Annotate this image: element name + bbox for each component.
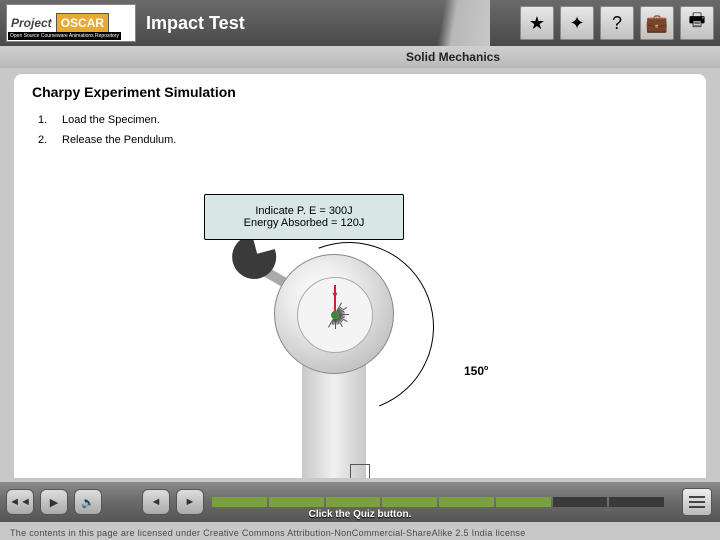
- charpy-diagram: ▼ Indicate P. E = 300J Energy Absorbed =…: [194, 164, 554, 474]
- progress-seg[interactable]: [609, 497, 664, 507]
- favorite-icon: ★: [529, 13, 545, 34]
- header-bar: Project OSCAR Open Source Courseware Ani…: [0, 0, 720, 46]
- progress-seg[interactable]: [326, 497, 381, 507]
- progress-seg[interactable]: [553, 497, 608, 507]
- header-decor: [410, 0, 490, 46]
- help-sparkle-icon: ✦: [569, 13, 584, 34]
- logo-oscar-text: OSCAR: [56, 13, 109, 33]
- menu-button[interactable]: [682, 488, 712, 516]
- angle-value: 150: [464, 364, 484, 378]
- dial-center: [331, 311, 339, 319]
- license-text: The contents in this page are licensed u…: [10, 528, 526, 538]
- logo-project-text: Project: [9, 16, 52, 30]
- sparkle-button[interactable]: ✦: [560, 6, 594, 40]
- content-panel: Charpy Experiment Simulation 1. Load the…: [14, 74, 706, 478]
- prev-button[interactable]: ◄: [142, 489, 170, 515]
- progress-seg[interactable]: [269, 497, 324, 507]
- page-title: Impact Test: [146, 13, 245, 34]
- step-num: 2.: [38, 134, 62, 146]
- step-1: 1. Load the Specimen.: [38, 114, 688, 126]
- specimen-anvil: [350, 464, 370, 478]
- next-button[interactable]: ►: [176, 489, 204, 515]
- print-button[interactable]: 🖶: [680, 6, 714, 40]
- progress-seg[interactable]: [439, 497, 494, 507]
- step-num: 1.: [38, 114, 62, 126]
- player-bar: ◄◄ ▶ 🔈 ◄ ► Click the Quiz button.: [0, 482, 720, 522]
- step-text: Load the Specimen.: [62, 114, 160, 126]
- dial-face: ▼: [297, 277, 373, 353]
- volume-button[interactable]: 🔈: [74, 489, 102, 515]
- angle-unit: o: [484, 365, 488, 372]
- briefcase-icon: 💼: [646, 13, 668, 34]
- play-button[interactable]: ▶: [40, 489, 68, 515]
- favorite-button[interactable]: ★: [520, 6, 554, 40]
- subtitle: Solid Mechanics: [406, 50, 500, 64]
- section-title: Charpy Experiment Simulation: [32, 84, 688, 100]
- header-buttons: ★ ✦ ? 💼 🖶: [520, 6, 714, 40]
- print-icon: 🖶: [689, 8, 706, 38]
- briefcase-button[interactable]: 💼: [640, 6, 674, 40]
- help-icon: ?: [612, 13, 622, 34]
- logo-tagline: Open Source Courseware Animations Reposi…: [8, 32, 121, 40]
- energy-dial: ▼: [274, 254, 394, 374]
- steps-list: 1. Load the Specimen. 2. Release the Pen…: [38, 114, 688, 146]
- readout-line2: Energy Absorbed = 120J: [244, 217, 365, 229]
- progress-seg[interactable]: [212, 497, 267, 507]
- progress-seg[interactable]: [382, 497, 437, 507]
- player-prompt: Click the Quiz button.: [309, 509, 412, 520]
- energy-readout: Indicate P. E = 300J Energy Absorbed = 1…: [204, 194, 404, 240]
- angle-label: 150o: [464, 364, 488, 378]
- step-text: Release the Pendulum.: [62, 134, 176, 146]
- progress-track[interactable]: [212, 497, 666, 507]
- step-2: 2. Release the Pendulum.: [38, 134, 688, 146]
- subtitle-row: Solid Mechanics: [0, 46, 720, 68]
- rewind-button[interactable]: ◄◄: [6, 489, 34, 515]
- progress-seg[interactable]: [496, 497, 551, 507]
- readout-line1: Indicate P. E = 300J: [255, 205, 352, 217]
- help-button[interactable]: ?: [600, 6, 634, 40]
